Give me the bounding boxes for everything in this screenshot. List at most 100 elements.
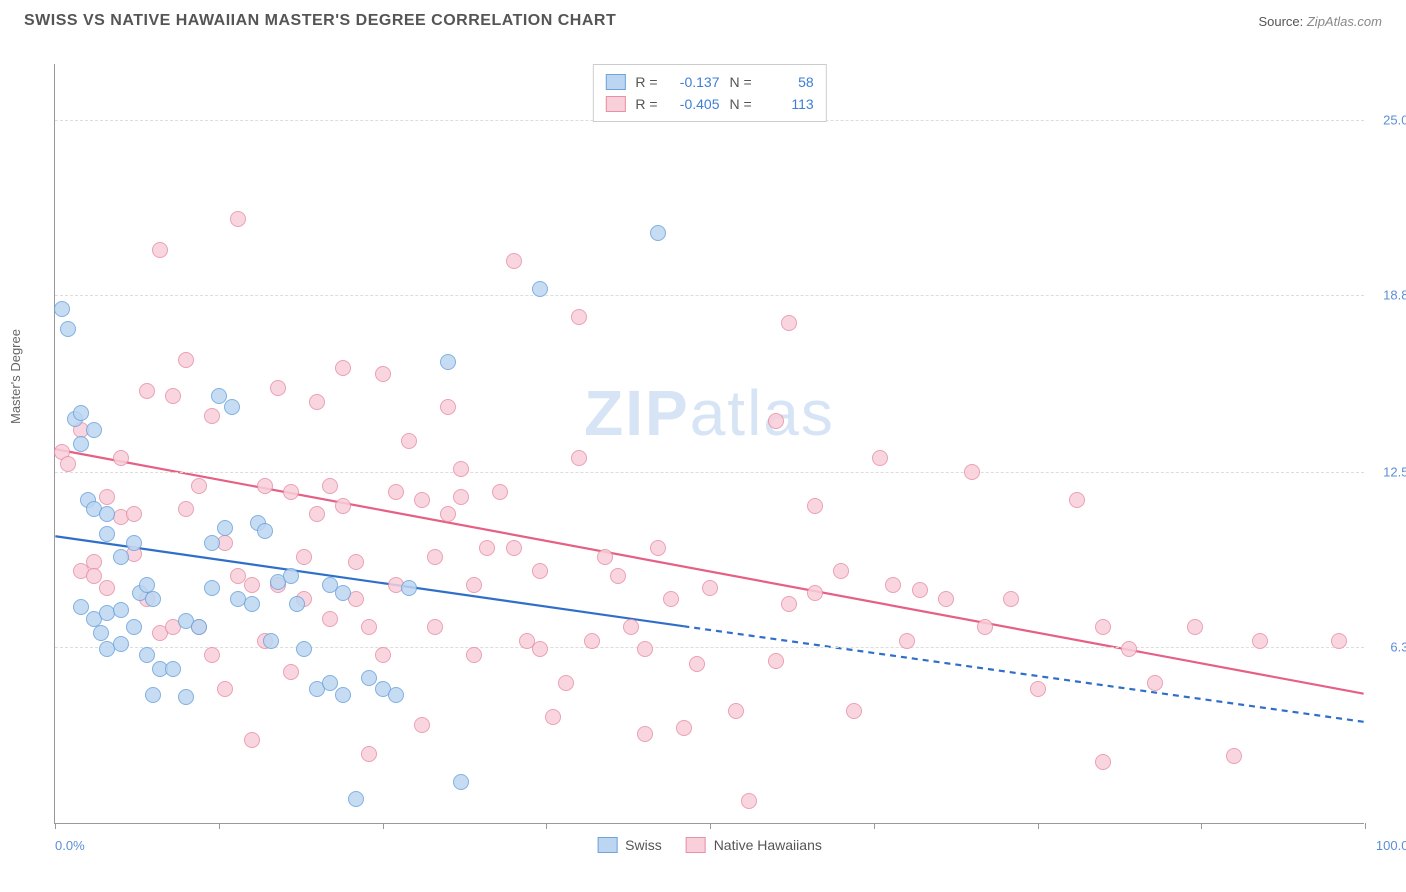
- scatter-point-swiss: [348, 791, 364, 807]
- scatter-point-hawaiian: [846, 703, 862, 719]
- scatter-point-swiss: [335, 687, 351, 703]
- scatter-point-hawaiian: [571, 450, 587, 466]
- scatter-point-hawaiian: [401, 433, 417, 449]
- scatter-point-swiss: [204, 535, 220, 551]
- swatch-swiss: [597, 837, 617, 853]
- scatter-point-swiss: [139, 647, 155, 663]
- r-label: R =: [635, 93, 657, 115]
- scatter-point-swiss: [211, 388, 227, 404]
- scatter-point-swiss: [296, 641, 312, 657]
- scatter-point-hawaiian: [335, 360, 351, 376]
- scatter-point-hawaiian: [1147, 675, 1163, 691]
- scatter-point-swiss: [145, 687, 161, 703]
- scatter-point-hawaiian: [375, 366, 391, 382]
- scatter-point-hawaiian: [637, 726, 653, 742]
- scatter-point-hawaiian: [204, 408, 220, 424]
- n-label: N =: [730, 71, 752, 93]
- scatter-point-hawaiian: [388, 484, 404, 500]
- scatter-point-hawaiian: [1069, 492, 1085, 508]
- y-tick-label: 12.5%: [1383, 465, 1406, 480]
- scatter-point-swiss: [60, 321, 76, 337]
- x-tick: [874, 823, 875, 829]
- scatter-point-swiss: [113, 602, 129, 618]
- legend-swiss-label: Swiss: [625, 837, 662, 853]
- scatter-point-hawaiian: [178, 501, 194, 517]
- legend-item-hawaiian: Native Hawaiians: [686, 837, 822, 853]
- scatter-point-hawaiian: [1252, 633, 1268, 649]
- x-tick: [710, 823, 711, 829]
- scatter-point-hawaiian: [532, 563, 548, 579]
- scatter-point-hawaiian: [440, 399, 456, 415]
- y-tick-label: 18.8%: [1383, 287, 1406, 302]
- scatter-point-hawaiian: [676, 720, 692, 736]
- scatter-point-hawaiian: [414, 492, 430, 508]
- stats-row-swiss: R = -0.137 N = 58: [605, 71, 813, 93]
- chart-container: Master's Degree ZIPatlas R = -0.137 N = …: [0, 44, 1406, 892]
- scatter-point-hawaiian: [270, 380, 286, 396]
- scatter-point-hawaiian: [1095, 619, 1111, 635]
- scatter-point-hawaiian: [637, 641, 653, 657]
- scatter-point-hawaiian: [440, 506, 456, 522]
- scatter-point-swiss: [165, 661, 181, 677]
- scatter-point-hawaiian: [335, 498, 351, 514]
- scatter-point-swiss: [532, 281, 548, 297]
- scatter-point-hawaiian: [466, 647, 482, 663]
- swatch-hawaiian: [686, 837, 706, 853]
- scatter-point-swiss: [73, 405, 89, 421]
- scatter-point-hawaiian: [257, 478, 273, 494]
- scatter-point-hawaiian: [768, 413, 784, 429]
- scatter-point-hawaiian: [623, 619, 639, 635]
- scatter-point-hawaiian: [781, 315, 797, 331]
- scatter-point-hawaiian: [597, 549, 613, 565]
- scatter-point-swiss: [224, 399, 240, 415]
- scatter-point-hawaiian: [558, 675, 574, 691]
- scatter-point-hawaiian: [768, 653, 784, 669]
- scatter-point-hawaiian: [1030, 681, 1046, 697]
- scatter-point-swiss: [401, 580, 417, 596]
- scatter-point-swiss: [126, 535, 142, 551]
- n-label: N =: [730, 93, 752, 115]
- scatter-point-hawaiian: [571, 309, 587, 325]
- scatter-point-hawaiian: [217, 681, 233, 697]
- scatter-point-hawaiian: [807, 585, 823, 601]
- watermark: ZIPatlas: [584, 376, 835, 450]
- scatter-point-hawaiian: [650, 540, 666, 556]
- scatter-point-hawaiian: [283, 484, 299, 500]
- scatter-point-hawaiian: [322, 478, 338, 494]
- scatter-point-swiss: [361, 670, 377, 686]
- x-tick: [1038, 823, 1039, 829]
- scatter-point-hawaiian: [1121, 641, 1137, 657]
- hawaiian-r-value: -0.405: [668, 93, 720, 115]
- scatter-point-hawaiian: [492, 484, 508, 500]
- scatter-point-swiss: [217, 520, 233, 536]
- swatch-swiss: [605, 74, 625, 90]
- scatter-point-hawaiian: [885, 577, 901, 593]
- scatter-point-swiss: [244, 596, 260, 612]
- hawaiian-n-value: 113: [762, 93, 814, 115]
- trend-lines-svg: [55, 64, 1364, 823]
- scatter-point-hawaiian: [807, 498, 823, 514]
- plot-area: ZIPatlas R = -0.137 N = 58 R = -0.405 N …: [54, 64, 1364, 824]
- scatter-point-hawaiian: [506, 540, 522, 556]
- scatter-point-hawaiian: [1226, 748, 1242, 764]
- scatter-point-hawaiian: [938, 591, 954, 607]
- source-attribution: Source: ZipAtlas.com: [1258, 14, 1382, 29]
- x-tick: [546, 823, 547, 829]
- scatter-point-hawaiian: [702, 580, 718, 596]
- scatter-point-swiss: [99, 526, 115, 542]
- source-prefix: Source:: [1258, 14, 1306, 29]
- x-tick: [1365, 823, 1366, 829]
- scatter-point-hawaiian: [663, 591, 679, 607]
- scatter-point-hawaiian: [60, 456, 76, 472]
- scatter-point-hawaiian: [872, 450, 888, 466]
- source-site: ZipAtlas.com: [1307, 14, 1382, 29]
- scatter-point-hawaiian: [545, 709, 561, 725]
- scatter-point-hawaiian: [361, 619, 377, 635]
- scatter-point-hawaiian: [427, 619, 443, 635]
- scatter-point-swiss: [178, 689, 194, 705]
- scatter-point-hawaiian: [191, 478, 207, 494]
- legend-item-swiss: Swiss: [597, 837, 662, 853]
- y-axis-label: Master's Degree: [8, 329, 23, 424]
- scatter-point-swiss: [113, 549, 129, 565]
- watermark-bold: ZIP: [584, 377, 690, 449]
